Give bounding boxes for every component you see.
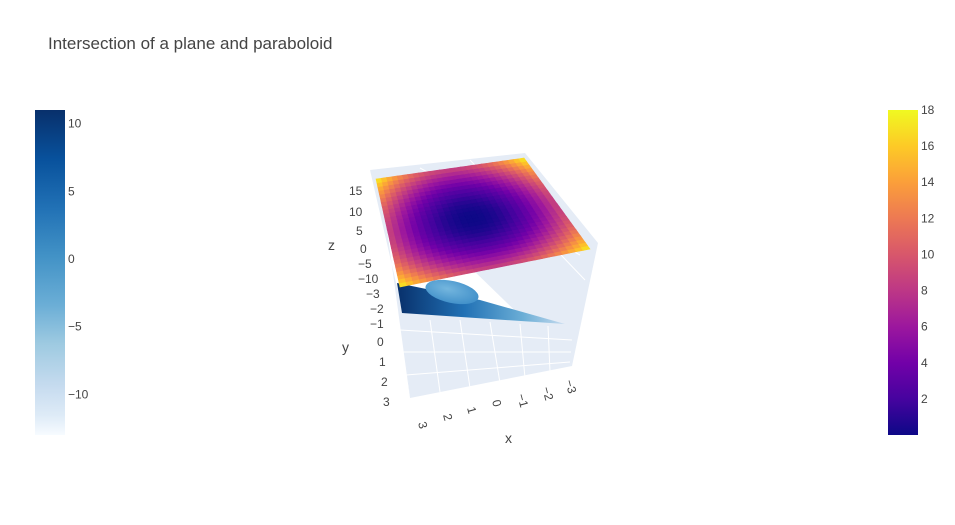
y-axis-ticks: −3−2−1 0 1 2 3 — [366, 287, 390, 409]
y-tick-label: 0 — [377, 335, 384, 349]
z-tick-label: 0 — [360, 242, 367, 256]
x-tick-label: −3 — [562, 378, 579, 395]
y-tick-label: 3 — [383, 395, 390, 409]
colorbar-right-ticks: 18 16 14 12 10 8 6 4 2 — [921, 103, 935, 406]
colorbar-tick-label: 18 — [921, 103, 935, 117]
x-tick-label: 3 — [415, 420, 430, 430]
intersection-ellipse[interactable] — [423, 276, 480, 309]
colorbar-tick-label: 12 — [921, 211, 935, 225]
x-axis-label: x — [505, 430, 512, 446]
x-tick-label: 2 — [440, 412, 455, 422]
colorbar-tick-label: 10 — [921, 247, 935, 261]
z-tick-label: 15 — [349, 184, 363, 198]
colorbar-tick-label: 6 — [921, 320, 928, 334]
z-axis-ticks: 15 10 5 0−5−10 — [349, 184, 379, 286]
scene-3d[interactable] — [370, 153, 598, 398]
x-tick-label: 0 — [489, 398, 504, 408]
y-tick-label: −3 — [366, 287, 380, 301]
colorbar-tick-label: 8 — [921, 284, 928, 298]
colorbar-left-gradient — [35, 110, 65, 435]
z-tick-label: 10 — [349, 205, 363, 219]
x-tick-label: −2 — [539, 385, 556, 402]
colorbar-left: 10 5 0 −5 −10 — [35, 110, 89, 435]
y-tick-label: −2 — [370, 302, 384, 316]
colorbar-right: 18 16 14 12 10 8 6 4 2 — [888, 103, 935, 435]
y-axis-label: y — [342, 339, 349, 355]
colorbar-tick-label: 2 — [921, 392, 928, 406]
colorbar-tick-label: 4 — [921, 356, 928, 370]
colorbar-left-ticks: 10 5 0 −5 −10 — [68, 117, 89, 402]
chart-title: Intersection of a plane and paraboloid — [48, 34, 333, 53]
colorbar-tick-label: 0 — [68, 252, 75, 266]
surface-cell — [518, 157, 527, 163]
colorbar-tick-label: −10 — [68, 387, 89, 401]
y-tick-label: 1 — [379, 355, 386, 369]
z-tick-label: −10 — [358, 272, 379, 286]
z-tick-label: 5 — [356, 224, 363, 238]
colorbar-right-gradient — [888, 110, 918, 435]
paraboloid-surface[interactable] — [375, 157, 591, 288]
colorbar-tick-label: 16 — [921, 139, 935, 153]
colorbar-tick-label: 5 — [68, 184, 75, 198]
colorbar-tick-label: 14 — [921, 175, 935, 189]
y-tick-label: −1 — [370, 317, 384, 331]
z-axis-label: z — [328, 237, 335, 253]
colorbar-tick-label: 10 — [68, 117, 82, 131]
x-tick-label: −1 — [514, 392, 531, 409]
z-tick-label: −5 — [358, 257, 372, 271]
y-tick-label: 2 — [381, 375, 388, 389]
x-tick-label: 1 — [464, 405, 479, 415]
colorbar-tick-label: −5 — [68, 320, 82, 334]
